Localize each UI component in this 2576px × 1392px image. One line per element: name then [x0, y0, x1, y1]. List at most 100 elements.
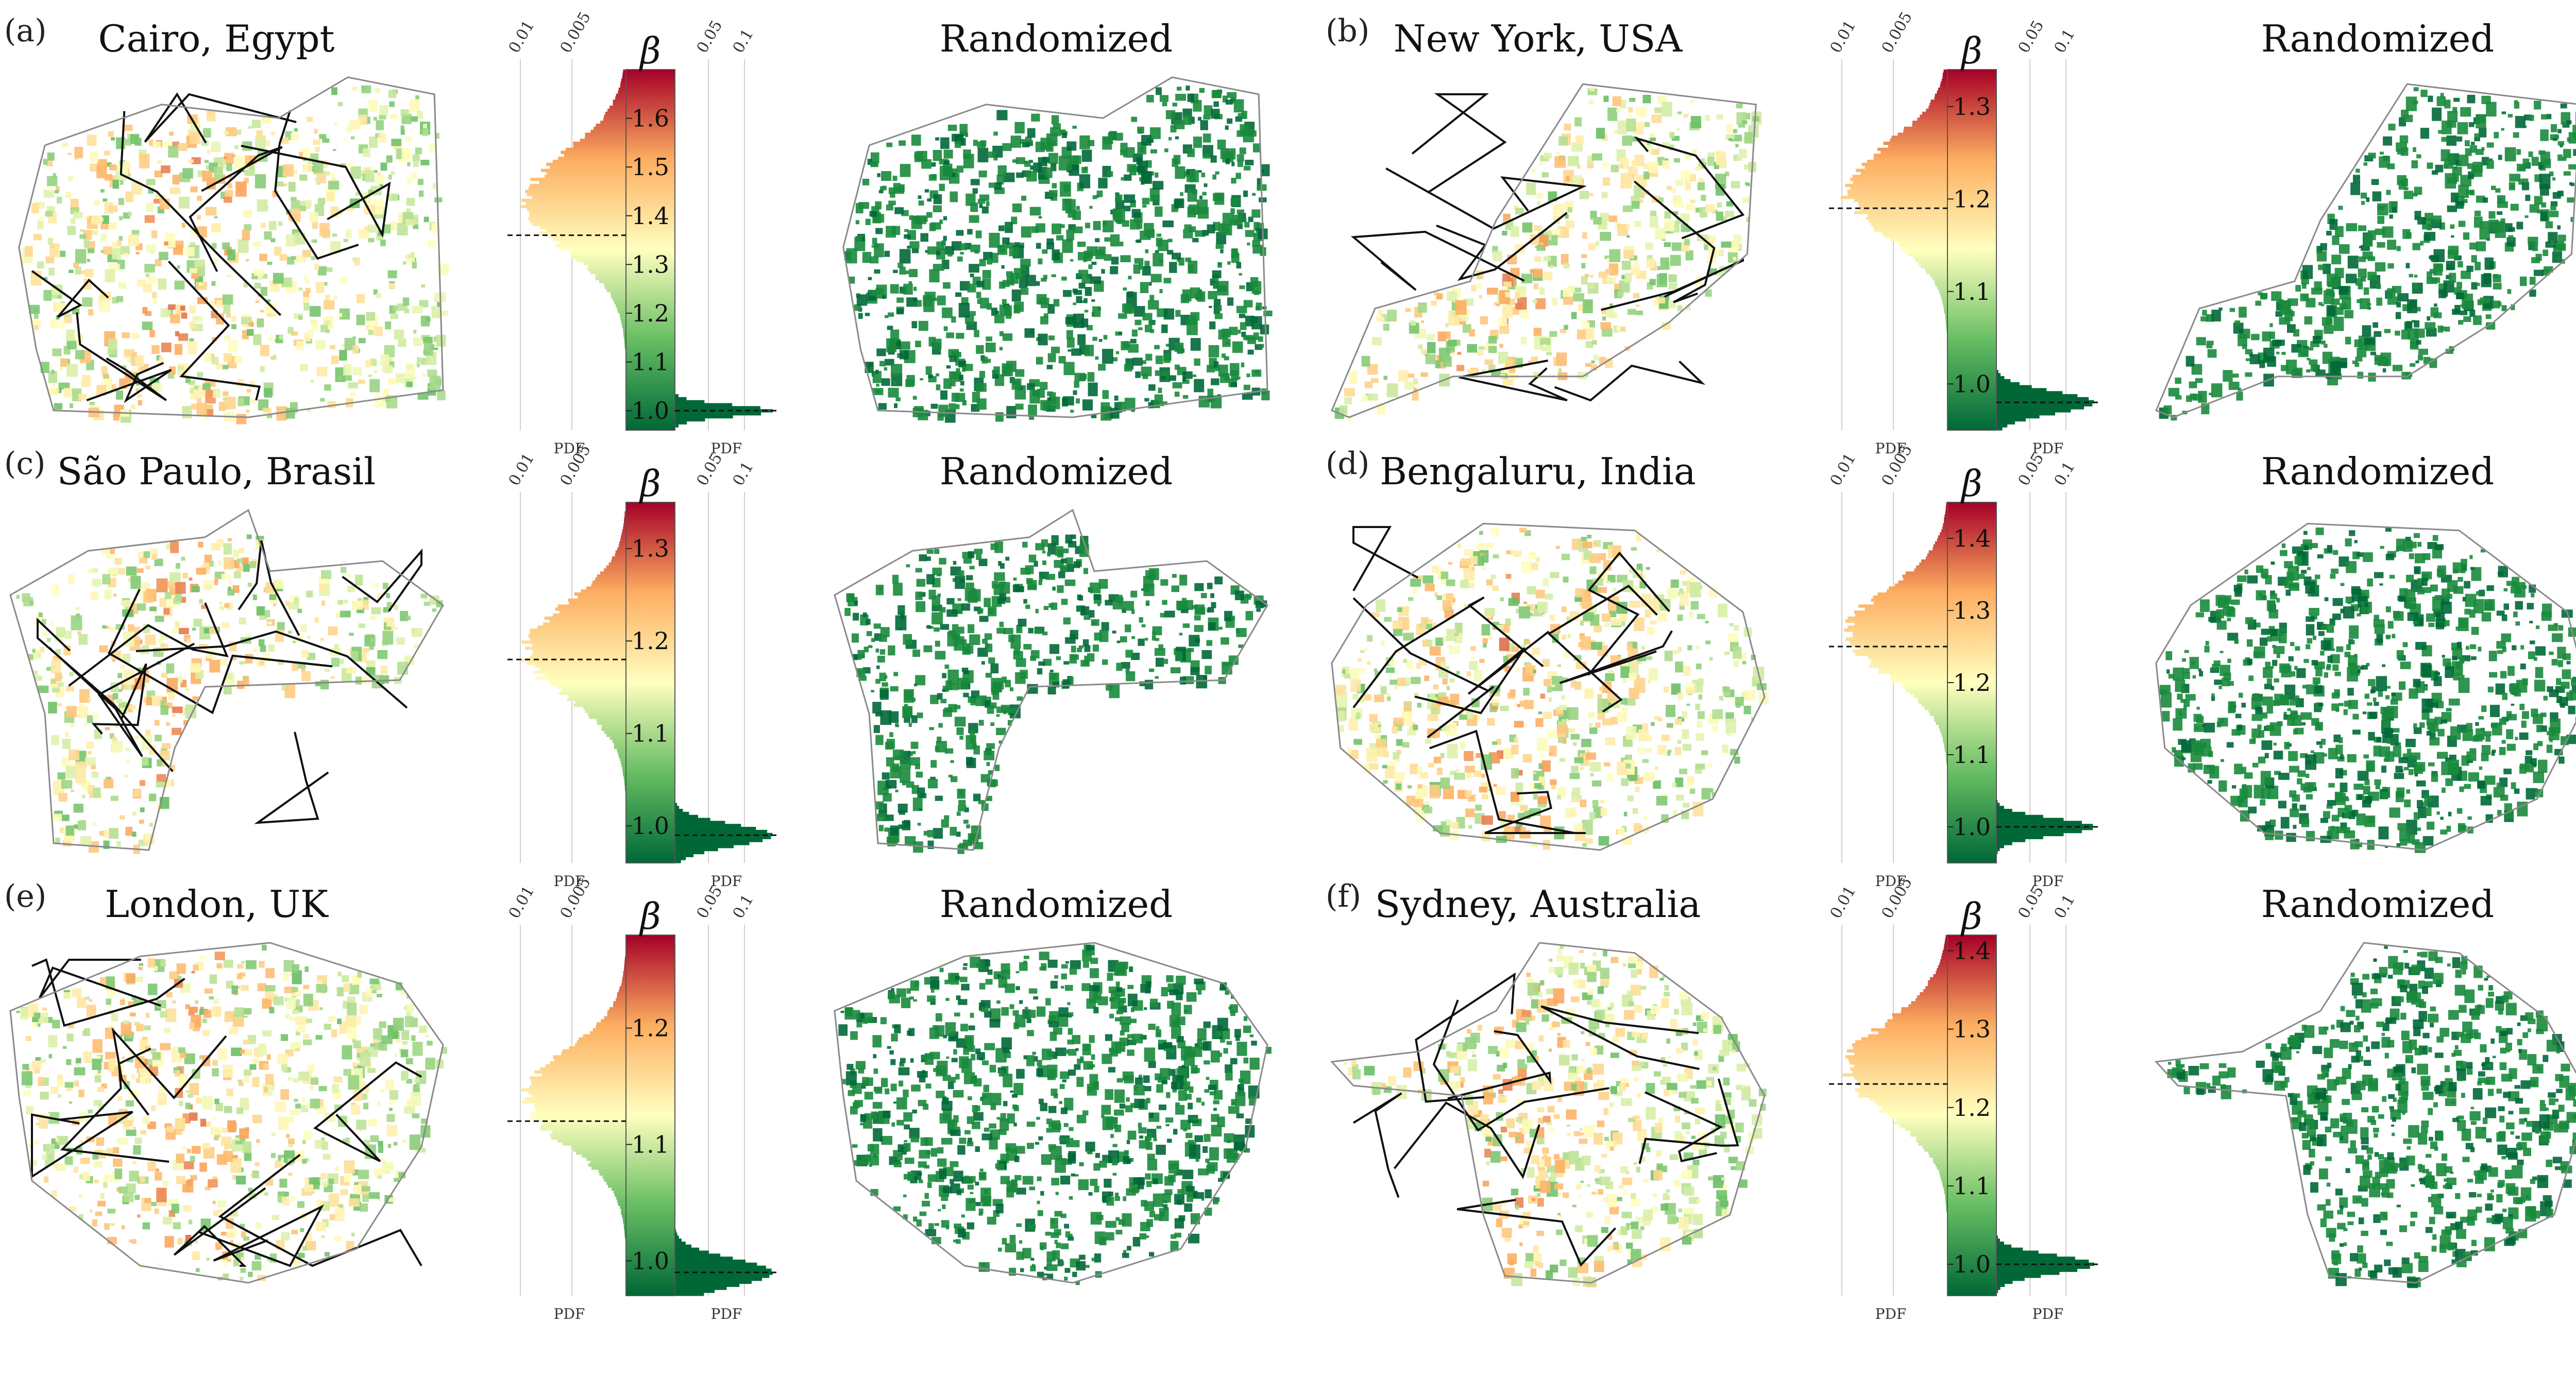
patch	[1696, 664, 1702, 670]
hist-bar	[529, 631, 626, 635]
patch	[1199, 195, 1203, 199]
patch	[2377, 203, 2388, 216]
patch	[1665, 158, 1669, 161]
patch	[398, 338, 406, 347]
patch	[1002, 280, 1010, 287]
hist-bar	[1996, 427, 2003, 431]
patch	[1530, 234, 1541, 245]
patch	[2552, 177, 2556, 181]
patch	[933, 828, 943, 839]
patch	[252, 594, 257, 600]
patch	[2295, 285, 2301, 292]
patch	[1417, 344, 1423, 349]
patch	[411, 173, 417, 179]
patch	[1543, 578, 1549, 587]
patch	[894, 207, 904, 214]
patch	[898, 824, 903, 829]
patch	[1123, 151, 1128, 158]
beta-label: β	[1960, 30, 1982, 72]
patch	[120, 664, 125, 669]
patch	[1364, 381, 1373, 388]
patch	[2267, 356, 2276, 367]
patch	[2417, 217, 2426, 225]
patch	[1175, 94, 1187, 101]
patch	[1492, 251, 1503, 262]
patch	[1616, 108, 1620, 112]
patch	[160, 308, 171, 317]
patch	[1239, 285, 1245, 290]
patch	[2414, 216, 2419, 220]
hist-bar	[675, 842, 750, 845]
patch	[1256, 302, 1262, 310]
patch	[893, 583, 903, 596]
patch	[1183, 395, 1189, 399]
hist-bar	[1996, 370, 1998, 374]
patch	[243, 676, 249, 686]
hist-bar	[540, 168, 626, 172]
patch	[1616, 326, 1620, 331]
patch	[1009, 247, 1019, 257]
patch	[106, 554, 113, 558]
patch	[1433, 684, 1438, 690]
hist-bar	[1941, 295, 1947, 298]
panel-label: (d)	[1326, 446, 1369, 482]
patch	[1617, 224, 1628, 236]
patch	[1188, 264, 1194, 273]
patch	[946, 365, 951, 369]
patch	[118, 216, 123, 220]
patch	[1053, 299, 1060, 307]
patch	[223, 353, 232, 363]
city-boundary	[1331, 83, 1757, 418]
patch	[126, 566, 137, 576]
patch	[1707, 762, 1712, 768]
patch	[1514, 721, 1524, 728]
patch	[2474, 133, 2479, 138]
patch	[2427, 316, 2431, 321]
patch	[2498, 155, 2502, 160]
patch	[1076, 296, 1082, 303]
patch	[1200, 120, 1208, 130]
patch	[1091, 299, 1095, 302]
patch	[437, 302, 441, 308]
hist-bar	[530, 183, 626, 188]
hist-bar	[1922, 111, 1947, 115]
hist-bar	[1840, 196, 1947, 199]
patch	[1367, 661, 1371, 665]
patch	[2489, 158, 2493, 161]
patch	[346, 667, 357, 673]
hist-bar	[1907, 252, 1947, 257]
patch	[1675, 777, 1684, 787]
patch	[131, 181, 142, 195]
patch	[102, 625, 107, 629]
patch	[2484, 257, 2494, 270]
patch	[433, 336, 439, 342]
patch	[1392, 620, 1402, 630]
hist-bar	[618, 544, 626, 548]
patch	[209, 561, 214, 567]
patch	[1152, 631, 1157, 635]
patch	[1070, 410, 1074, 413]
patch	[1611, 618, 1622, 626]
patch	[1531, 357, 1538, 362]
patch	[328, 181, 340, 190]
patch	[161, 643, 168, 652]
patch	[65, 192, 71, 198]
patch	[2262, 331, 2271, 342]
patch	[62, 739, 71, 749]
patch	[162, 743, 171, 749]
patch	[1690, 100, 1694, 103]
patch	[1052, 223, 1061, 234]
patch	[2416, 340, 2421, 345]
patch	[969, 215, 979, 223]
patch	[355, 192, 359, 196]
patch	[2560, 144, 2563, 148]
patch	[983, 357, 988, 362]
patch	[846, 248, 857, 264]
road-line	[144, 92, 297, 144]
hist-bar	[621, 319, 626, 322]
patch	[1125, 650, 1133, 658]
patch	[437, 391, 446, 401]
hist-bar	[1890, 237, 1947, 242]
